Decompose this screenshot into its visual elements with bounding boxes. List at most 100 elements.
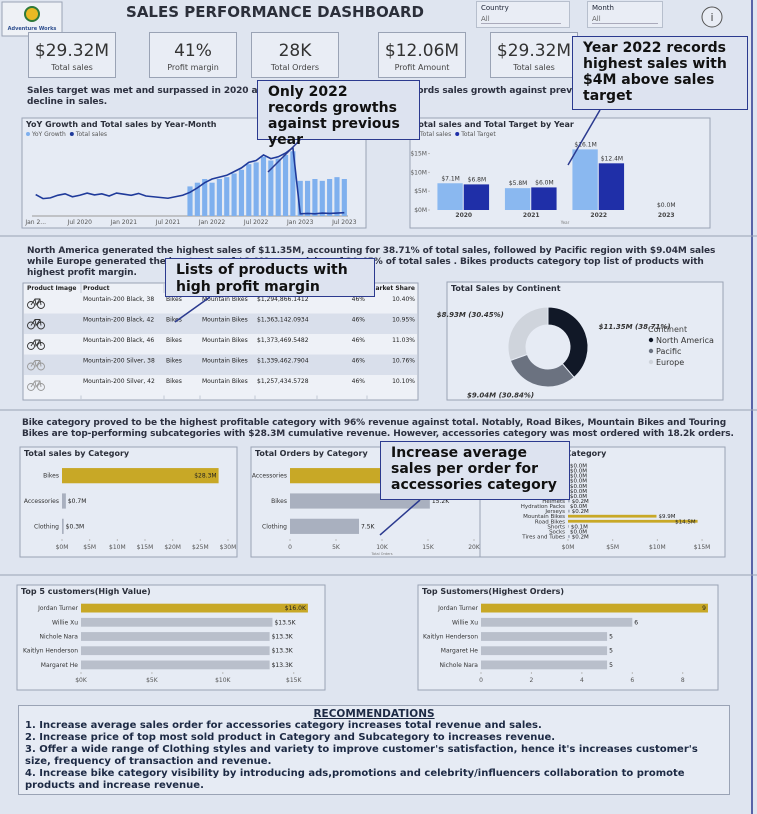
chart-title: Total sales by Category xyxy=(24,449,130,458)
table-cell: Bikes xyxy=(166,337,182,344)
value-label: 6 xyxy=(634,619,638,626)
recommendations-title: RECOMMENDATIONS xyxy=(313,708,435,720)
bike-wheel xyxy=(37,321,45,330)
x-tick-label: $10M xyxy=(109,544,126,551)
bike-frame xyxy=(30,360,42,368)
x-tick-label: $5K xyxy=(146,677,159,684)
pie-slice xyxy=(507,306,549,362)
x-tick-label: 2021 xyxy=(523,212,540,219)
x-tick-label: 0 xyxy=(288,544,292,551)
callout: Year 2022 records highest sales with $4M… xyxy=(572,36,748,110)
x-tick-label: $15K xyxy=(286,677,302,684)
table-cell: Mountain-200 Silver, 38 xyxy=(83,358,155,365)
bike-wheel xyxy=(37,362,45,371)
value-label: $0.2M xyxy=(572,499,589,505)
bike-frame xyxy=(30,380,42,389)
bike-icon xyxy=(27,380,45,391)
bike-icon xyxy=(27,319,45,330)
bar xyxy=(504,188,531,210)
x-tick-label: 4 xyxy=(580,677,584,684)
value-label: $0.2M xyxy=(572,509,589,515)
data-label: $11.35M (38.71%) xyxy=(599,323,671,331)
y-tick-label: $15M xyxy=(410,151,427,158)
bike-wheel xyxy=(27,362,35,371)
x-tick-label: Jan 2021 xyxy=(110,219,138,226)
x-axis-label: Total Orders xyxy=(370,552,392,556)
bar xyxy=(319,180,325,216)
callout-pointer xyxy=(379,499,421,536)
category-label: Nichole Nara xyxy=(439,662,478,669)
chart-panel xyxy=(19,446,238,558)
value-label: $0.0M xyxy=(570,489,587,495)
legend-label: Pacific xyxy=(656,347,681,356)
value-label: 15.2K xyxy=(432,498,450,505)
value-label: $0.3M xyxy=(66,523,85,530)
pie-slice xyxy=(547,306,589,379)
table-cell: 10.95% xyxy=(392,317,415,324)
value-label: $0.1M xyxy=(571,524,588,530)
recommendation: 3. Offer a wide range of Clothing styles… xyxy=(25,744,698,767)
value-label: $0.0M xyxy=(657,202,676,209)
x-tick-label: $10M xyxy=(649,544,666,551)
category-label: Clothing xyxy=(262,523,287,530)
bar xyxy=(481,660,608,670)
table-cell: 10.40% xyxy=(392,296,415,303)
legend-label: Total Target xyxy=(460,131,496,138)
info-icon[interactable]: i xyxy=(710,11,713,24)
x-tick-label: 2 xyxy=(530,677,534,684)
bar xyxy=(334,177,340,216)
bar xyxy=(62,493,66,509)
table-header: Product Image xyxy=(27,285,76,292)
legend-swatch xyxy=(26,132,30,136)
category-label: Clothing xyxy=(34,523,59,530)
bike-icon xyxy=(27,298,45,309)
table-cell: $1,373,469.5482 xyxy=(257,337,309,344)
bar xyxy=(194,182,200,216)
bar xyxy=(568,499,570,503)
x-tick-label: $25M xyxy=(192,544,209,551)
logo-mark xyxy=(24,6,40,22)
x-tick-label: $0K xyxy=(75,677,88,684)
bar xyxy=(481,646,608,656)
bar xyxy=(81,632,270,641)
table-cell: Mountain-200 Black, 38 xyxy=(83,296,154,303)
category-label: Road Bikes xyxy=(535,519,565,525)
kpi-card: $29.32M Total sales xyxy=(28,32,116,78)
category-label: Nichole Nara xyxy=(39,634,78,641)
callout: Lists of products with high profit margi… xyxy=(165,258,375,297)
callout-pointer xyxy=(174,296,211,323)
bike-wheel xyxy=(37,383,45,391)
value-label: $0.2M xyxy=(572,534,589,540)
bar xyxy=(568,514,657,518)
bar xyxy=(81,660,270,670)
legend-swatch xyxy=(455,132,460,136)
info-button[interactable] xyxy=(701,6,723,28)
bike-wheel xyxy=(27,321,35,330)
kpi-card: $29.32M Total sales xyxy=(490,32,578,78)
x-tick-label: 20K xyxy=(468,544,481,551)
x-tick-label: Jul 2020 xyxy=(67,219,93,226)
value-label: $0.0M xyxy=(570,474,587,480)
x-tick-label: 0 xyxy=(479,677,483,684)
kpi-label: Total sales xyxy=(513,63,555,72)
legend-label: Europe xyxy=(656,358,684,367)
kpi-label: Profit margin xyxy=(167,63,219,72)
country-filter[interactable]: Country All xyxy=(476,1,570,28)
category-label: Willie Xu xyxy=(452,619,478,626)
bar xyxy=(209,182,215,216)
filter-value[interactable]: All xyxy=(592,15,658,24)
bar xyxy=(312,179,318,216)
filter-value[interactable]: All xyxy=(481,15,561,24)
month-filter[interactable]: Month All xyxy=(587,1,663,28)
callout-pointer xyxy=(567,109,601,166)
bike-frame xyxy=(30,339,42,348)
value-label: $13.3K xyxy=(272,634,294,641)
table-cell: Bikes xyxy=(166,378,182,385)
kpi-card: 28K Total Orders xyxy=(251,32,339,78)
x-tick-label: $30M xyxy=(220,544,237,551)
table-cell: 46% xyxy=(352,317,366,324)
kpi-value: $12.06M xyxy=(384,41,460,61)
value-label: $13.3K xyxy=(272,662,294,669)
kpi-value: 28K xyxy=(278,41,312,61)
recommendations: RECOMMENDATIONS 1. Increase average sale… xyxy=(18,705,730,795)
